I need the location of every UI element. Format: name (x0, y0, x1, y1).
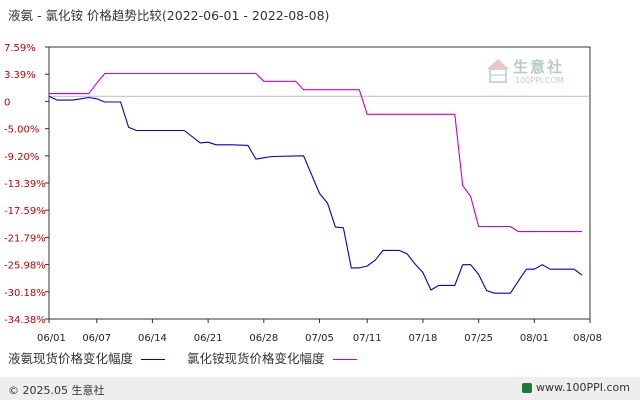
y-tick-label: -5.00% (4, 125, 39, 136)
y-tick-label: -21.79% (4, 233, 46, 244)
series-line-2 (49, 72, 582, 233)
x-tick-label: 08/01 (520, 333, 549, 344)
footer-bar: © 2025.05 生意社 www.100PPI.com (0, 377, 640, 400)
y-tick-label: -9.20% (4, 152, 39, 163)
x-tick-label: 07/25 (464, 333, 493, 344)
site-url[interactable]: www.100PPI.com (522, 381, 630, 394)
y-tick-label: 3.39% (4, 70, 36, 81)
site-logo-icon (522, 383, 533, 393)
x-tick-label: 07/18 (409, 333, 438, 344)
copyright-text: © 2025.05 生意社 (8, 384, 105, 397)
watermark-name: 生意社 (513, 58, 565, 76)
y-tick-label: -25.98% (4, 261, 46, 272)
x-tick-label: 06/01 (37, 333, 66, 344)
legend-swatch-series-1 (141, 359, 166, 360)
x-tick-label: 07/11 (353, 333, 382, 344)
x-tick-label: 07/05 (305, 333, 334, 344)
legend-label-series-1: 液氨现货价格变化幅度 (8, 351, 134, 366)
legend-swatch-series-2 (332, 359, 357, 360)
x-tick-label: 06/07 (82, 333, 111, 344)
site-url-text: www.100PPI.com (536, 381, 630, 394)
x-tick-label: 06/14 (138, 333, 167, 344)
y-tick-label: -34.38% (4, 315, 46, 326)
x-tick-label: 06/21 (194, 333, 223, 344)
watermark-house-icon (487, 59, 509, 83)
watermark-url: 100PPI.COM (515, 76, 564, 85)
chart-title: 液氨 - 氯化铵 价格趋势比较(2022-06-01 - 2022-08-08) (8, 8, 330, 23)
x-tick-label: 06/28 (249, 333, 278, 344)
legend: 液氨现货价格变化幅度 氯化铵现货价格变化幅度 (8, 348, 375, 367)
y-tick-label: 7.59% (4, 43, 36, 54)
plot-frame (48, 46, 591, 320)
y-tick-label: -30.18% (4, 288, 46, 299)
y-tick-label: -17.59% (4, 206, 46, 217)
series-line-1 (48, 95, 583, 294)
legend-item-series-2: 氯化铵现货价格变化幅度 (187, 348, 375, 367)
y-tick-label: -13.39% (4, 179, 46, 190)
y-tick-label: 0 (4, 97, 10, 108)
x-tick-label: 08/08 (573, 333, 602, 344)
legend-label-series-2: 氯化铵现货价格变化幅度 (187, 351, 325, 366)
legend-item-series-1: 液氨现货价格变化幅度 (8, 348, 183, 367)
watermark: 生意社 100PPI.COM (485, 56, 585, 96)
